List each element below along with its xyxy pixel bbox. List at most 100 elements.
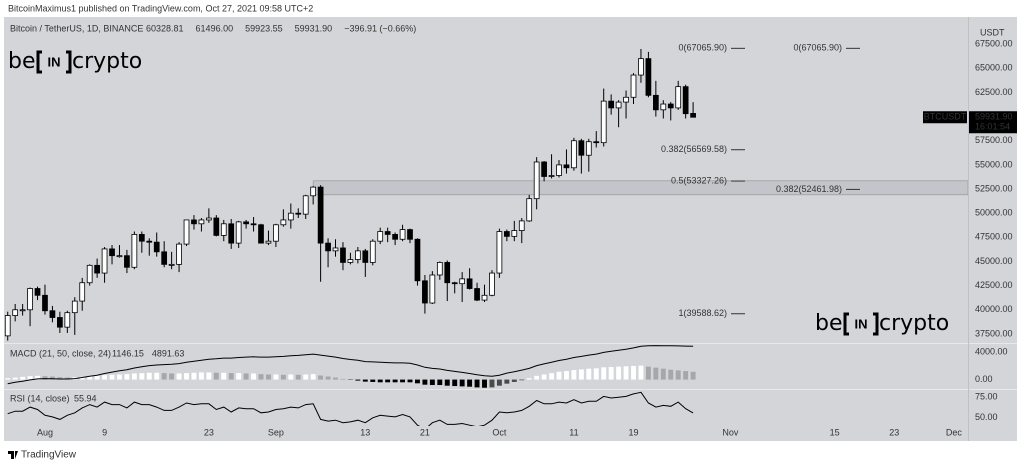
candle-body (340, 247, 346, 263)
rsi-panel (7, 391, 694, 426)
macd-histogram-bar (511, 379, 517, 382)
candle-body (235, 221, 242, 244)
candle-body (615, 101, 622, 109)
macd-histogram-bar (169, 373, 175, 380)
candle-body (362, 250, 369, 263)
candle-body (146, 240, 153, 243)
macd-histogram-bar (236, 373, 242, 380)
candle-body (42, 294, 48, 312)
countdown: 16:01:54 (975, 122, 1010, 132)
macd-histogram-bar (109, 374, 115, 380)
candle-body (667, 103, 674, 109)
y-tick-label: 45000.00 (975, 256, 1013, 266)
candle-body (422, 280, 428, 304)
logo-text: crypto (72, 49, 142, 74)
candle-body (377, 231, 384, 242)
candle-body (630, 74, 637, 98)
y-tick-label: 55000.00 (975, 159, 1013, 169)
candle-body (101, 248, 108, 274)
candle-body (608, 100, 615, 109)
macd-readout: 4891.63 (152, 348, 185, 358)
candle-body (64, 312, 71, 328)
candle-body (94, 264, 100, 274)
macd-histogram-bar (690, 371, 696, 380)
candle-body (407, 229, 413, 240)
y-tick-label: 67500.00 (975, 39, 1013, 49)
candle-body (287, 212, 294, 221)
macd-histogram-bar (228, 373, 234, 380)
y-tick-label: 57500.00 (975, 135, 1013, 145)
macd-histogram-bar (563, 371, 569, 380)
x-tick-label: Oct (492, 427, 507, 437)
macd-histogram-bar (459, 379, 465, 387)
candle-body (690, 113, 696, 118)
candle-body (347, 259, 354, 263)
macd-histogram-bar (415, 379, 420, 384)
x-tick-label: 21 (420, 427, 430, 437)
candle-body (548, 175, 555, 177)
macd-histogram-bar (340, 378, 346, 380)
fib-label: 0(67065.90) (678, 43, 727, 53)
candle-body (556, 164, 562, 176)
fib-label: 0(67065.90) (793, 43, 842, 53)
candle-body (265, 240, 272, 244)
candle-body (660, 103, 667, 111)
macd-histogram-bar (668, 369, 674, 380)
candle-body (243, 221, 249, 225)
macd-histogram-bar (444, 379, 450, 386)
candle-body (533, 161, 540, 200)
candle-body (414, 238, 421, 282)
macd-histogram-bar (139, 373, 145, 380)
candle-body (541, 161, 547, 177)
macd-histogram-bar (437, 379, 443, 386)
symbol-label-box (923, 111, 967, 124)
candle-body (682, 86, 689, 115)
candle-body (481, 294, 488, 301)
candle-body (213, 217, 220, 236)
y-tick-label: 75.00 (975, 392, 998, 402)
candle-body (451, 282, 458, 285)
candle-body (392, 234, 398, 240)
x-tick-label: 23 (204, 427, 214, 437)
x-tick-label: Nov (722, 427, 739, 437)
macd-histogram-bar (392, 379, 398, 383)
macd-histogram-bar (191, 372, 197, 380)
legend-value: −396.91 (−0.66%) (344, 23, 416, 33)
macd-histogram-bar (489, 379, 495, 388)
last-price-box (969, 111, 1017, 134)
macd-histogram-bar (94, 375, 100, 380)
macd-histogram-bar (526, 378, 532, 380)
candle-body (444, 262, 451, 284)
macd-histogram-bar (310, 374, 316, 380)
rsi-title: RSI (14, close) (10, 393, 70, 403)
candle-body (168, 263, 175, 266)
y-tick-label: 37500.00 (975, 328, 1013, 338)
macd-histogram-bar (578, 369, 584, 380)
symbol: Bitcoin / TetherUS, 1D, BINANCE (10, 23, 143, 33)
macd-histogram-bar (42, 376, 48, 380)
macd-histogram-bar (571, 370, 577, 380)
candle-body (355, 250, 361, 260)
macd-histogram-bar (362, 379, 368, 382)
candle-body (138, 234, 145, 242)
candle-body (518, 220, 525, 231)
macd-histogram-bar (549, 373, 555, 380)
macd-histogram-bar (87, 376, 93, 380)
candle-body (317, 186, 324, 244)
x-tick-label: Sep (268, 427, 284, 437)
candle-body (399, 229, 406, 240)
y-tick-label: 62500.00 (975, 87, 1013, 97)
macd-histogram-bar (429, 379, 435, 386)
fib-label: 0.5(53327.26) (671, 175, 727, 185)
macd-histogram-bar (653, 367, 659, 380)
legend-value: 59931.90 (295, 23, 333, 33)
macd-histogram-bar (12, 377, 18, 380)
legend-values: 60328.81 61496.00 59923.55 59931.90 −396.91 … (146, 23, 416, 33)
macd-histogram-bar (631, 365, 636, 380)
x-tick-label: 19 (628, 427, 638, 437)
macd-histogram-bar (79, 376, 85, 380)
y-tick-label: 50.00 (975, 412, 998, 422)
y-tick-label: 47500.00 (975, 232, 1013, 242)
macd-histogram-bar (295, 374, 301, 380)
